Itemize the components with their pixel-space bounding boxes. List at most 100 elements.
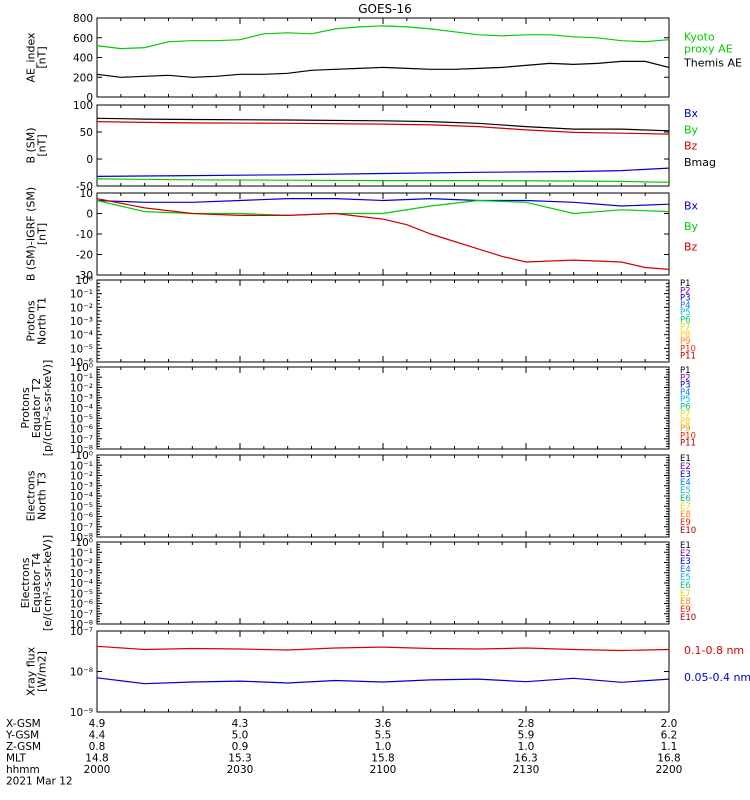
legend-label: Themis AE	[683, 57, 742, 70]
y-tick-label: 10⁻⁴	[70, 491, 93, 503]
y-tick-label: 0	[86, 209, 93, 221]
legend-label: P2	[680, 373, 691, 383]
y-tick-label: 10⁻⁸	[70, 532, 93, 544]
y-tick-label: 400	[73, 53, 93, 65]
legend-label: P9	[680, 424, 691, 434]
legend-label-line: Bx	[684, 200, 699, 213]
legend-label-line: P7	[680, 323, 691, 333]
footer-value: 2.8	[518, 718, 535, 730]
legend-label-line: E9	[680, 518, 691, 528]
y-axis-label-line: Protons	[25, 300, 38, 341]
legend-label: P11	[680, 439, 696, 449]
y-tick-label: 10⁻⁸	[70, 444, 93, 456]
legend-label-line: P6	[680, 315, 691, 325]
y-tick-label: 10⁻⁹	[70, 707, 93, 719]
y-axis-label-line: Equator T2	[30, 378, 43, 438]
y-tick-label: 10⁻⁶	[70, 357, 93, 369]
legend-label-line: P6	[680, 402, 691, 412]
legend-label: P7	[680, 410, 691, 420]
y-tick-label: 10⁻²	[70, 383, 93, 395]
legend-label-line: Bmag	[684, 156, 716, 169]
y-tick-label: 10⁻³	[70, 393, 93, 405]
legend-label: Bx	[684, 200, 699, 213]
y-tick-label: 10⁻⁶	[70, 424, 93, 436]
y-tick-label: 100	[73, 100, 93, 112]
y-axis-label-line: North T3	[36, 472, 49, 520]
legend-label: E1	[680, 454, 691, 464]
legend-label: 0.05-0.4 nm	[684, 671, 750, 684]
legend-label-line: E3	[680, 470, 691, 480]
legend-label-line: E1	[680, 541, 691, 551]
legend-label-line: E3	[680, 557, 691, 567]
y-axis-label-line: North T1	[36, 297, 49, 345]
legend-label: P5	[680, 308, 691, 318]
footer-value: 1.0	[518, 741, 535, 753]
y-axis-label-line: AE_index	[25, 32, 38, 83]
legend-label-line: E7	[680, 502, 691, 512]
legend-label-line: P9	[680, 424, 691, 434]
y-tick-label: 10⁻⁵	[70, 588, 93, 600]
footer-value: 15.8	[371, 753, 394, 765]
legend-label: P1	[680, 279, 691, 289]
legend-label-line: E2	[680, 462, 691, 472]
y-tick-label: 10⁻⁷	[70, 522, 93, 534]
y-tick-label: 10⁻²	[70, 471, 93, 483]
y-axis-label-line: [e/(cm²-s-sr-keV)]	[41, 535, 54, 631]
footer-value: 2000	[84, 764, 111, 776]
y-tick-label: 10⁰	[75, 362, 93, 374]
legend-label: E8	[680, 597, 691, 607]
legend-label-line: E4	[680, 565, 691, 575]
legend-label-line: P1	[680, 366, 691, 376]
y-tick-label: 10⁻⁶	[70, 512, 93, 524]
panel-2: -50 0 50 100 B (SM)[nT] Bx By Bz Bmag	[25, 100, 717, 193]
y-tick-label: -30	[76, 270, 93, 282]
legend-label: 0.1-0.8 nm	[684, 644, 744, 657]
y-tick-label: 800	[73, 13, 93, 25]
legend-label-line: P7	[680, 410, 691, 420]
series-line-0.05-0.4-nm	[96, 677, 670, 685]
y-tick-label: 10	[80, 188, 93, 200]
series-line-bz	[96, 121, 670, 135]
legend-label-line: E2	[680, 549, 691, 559]
y-tick-label: 10⁻⁵	[70, 343, 93, 355]
legend-label: P10	[680, 431, 696, 441]
legend-label: E8	[680, 510, 691, 520]
legend-label-line: P10	[680, 344, 696, 354]
y-axis-label: ProtonsEquator T2[p/(cm²-s-sr-keV)]	[19, 360, 54, 457]
footer-date: 2021 Mar 12	[6, 776, 73, 788]
footer-value: 3.6	[375, 718, 392, 730]
legend-label-line: E8	[680, 597, 691, 607]
legend-label-line: 0.1-0.8 nm	[684, 644, 744, 657]
legend-label: E9	[680, 518, 691, 528]
legend-label-line: P8	[680, 330, 691, 340]
panel-5: 10⁻⁸10⁻⁷10⁻⁶10⁻⁵10⁻⁴10⁻³10⁻²10⁻¹10⁰Proto…	[19, 360, 696, 457]
y-tick-label: 10⁰	[75, 450, 93, 462]
legend-label-line: P11	[680, 439, 696, 449]
y-axis-label: ElectronsNorth T3	[25, 470, 49, 521]
legend-label-line: P3	[680, 294, 691, 304]
footer-row-label: Z-GSM	[6, 741, 41, 753]
footer-row-label: MLT	[6, 753, 26, 765]
legend-label-line: E8	[680, 510, 691, 520]
panel-frame	[96, 541, 670, 625]
footer-value: 4.4	[89, 730, 106, 742]
panel-1: 0 200 400 600 800 AE_index[nT] Kyoto proxy AE Th…	[25, 13, 742, 104]
panel-4: 10⁻⁶ 10⁻⁵10⁻⁴ 10⁻³ 10⁻²10⁻¹ 10⁰ ProtonsNorth …	[25, 275, 696, 369]
panel-7: 10⁻⁸10⁻⁷10⁻⁶10⁻⁵10⁻⁴10⁻³10⁻²10⁻¹10⁰Elect…	[19, 535, 696, 631]
y-tick-label: 10⁻³	[70, 568, 93, 580]
legend-label: P8	[680, 330, 691, 340]
legend-label: P3	[680, 294, 691, 304]
y-axis-label-line: B (SM)	[25, 127, 38, 163]
legend-label-line: P5	[680, 308, 691, 318]
legend-label-line: By	[684, 123, 699, 136]
legend-label: E2	[680, 462, 691, 472]
legend-label: E10	[680, 526, 696, 536]
legend-label-line: Bx	[684, 107, 699, 120]
y-axis-label-line: [W/m2]	[36, 651, 49, 692]
y-axis-label-line: B (SM)-IGRF (SM)	[25, 187, 38, 281]
y-axis-label: ProtonsNorth T1	[25, 297, 49, 345]
panel-3: -30 -20 -10 0 10 B (SM)-IGRF (SM)[nT] Bx By Bz	[25, 187, 699, 282]
footer-value: 2100	[370, 764, 397, 776]
series-line-0.1-0.8-nm	[96, 645, 670, 652]
footer-value: 2130	[513, 764, 540, 776]
